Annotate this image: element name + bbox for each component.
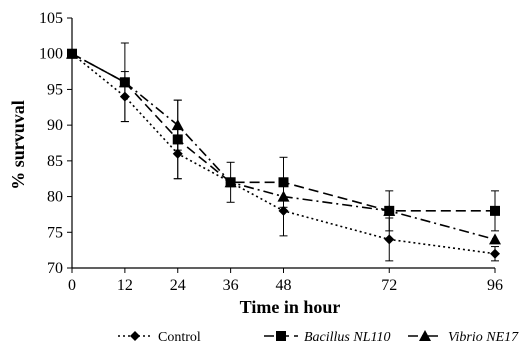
y-tick-label: 85 — [47, 153, 63, 170]
data-point-vibrio-ne17 — [171, 119, 184, 131]
data-point-vibrio-ne17 — [66, 47, 78, 59]
y-tick-label: 100 — [39, 46, 63, 63]
x-tick-label: 96 — [487, 277, 503, 294]
y-tick-label: 70 — [47, 260, 63, 277]
x-tick-label: 72 — [381, 277, 397, 294]
legend-label-vibrio-ne17: Vibrio NE17 — [448, 330, 519, 345]
x-tick-label: 36 — [223, 277, 239, 294]
data-point-control — [490, 248, 500, 259]
data-point-control — [172, 148, 183, 159]
x-tick-label: 12 — [117, 277, 133, 294]
data-point-vibrio-ne17 — [277, 190, 290, 202]
legend-marker-bacillus-nl110 — [276, 331, 286, 341]
data-point-vibrio-ne17 — [118, 76, 131, 88]
x-axis-title: Time in hour — [240, 297, 341, 317]
axes — [67, 17, 496, 273]
y-axis-title: % survuval — [8, 100, 28, 190]
y-tick-label: 105 — [39, 10, 63, 27]
data-point-bacillus-nl110 — [278, 177, 289, 188]
legend-marker-control — [130, 331, 140, 341]
data-point-control — [278, 205, 289, 216]
legend-marker-vibrio-ne17 — [419, 330, 431, 341]
data-point-control — [119, 91, 130, 102]
series-markers — [66, 47, 501, 259]
x-tick-label: 0 — [68, 277, 76, 294]
y-tick-label: 95 — [47, 81, 63, 98]
x-tick-label: 24 — [170, 277, 186, 294]
data-point-control — [384, 234, 395, 245]
legend: Control Bacillus NL110 Vibrio NE17 — [118, 330, 519, 345]
data-point-bacillus-nl110 — [490, 205, 500, 216]
data-point-vibrio-ne17 — [383, 204, 396, 216]
y-tick-label: 80 — [47, 189, 63, 206]
y-tick-label: 90 — [47, 117, 63, 134]
x-tick-label: 48 — [276, 277, 292, 294]
y-tick-label: 75 — [47, 224, 63, 241]
data-point-vibrio-ne17 — [224, 176, 237, 188]
tick-labels: 70 75 80 85 90 95 100 105 0 12 24 36 48 72 96 — [39, 10, 503, 294]
data-point-bacillus-nl110 — [172, 134, 183, 145]
data-point-vibrio-ne17 — [489, 233, 501, 245]
legend-label-control: Control — [158, 330, 201, 345]
legend-label-bacillus-nl110: Bacillus NL110 — [304, 330, 390, 345]
